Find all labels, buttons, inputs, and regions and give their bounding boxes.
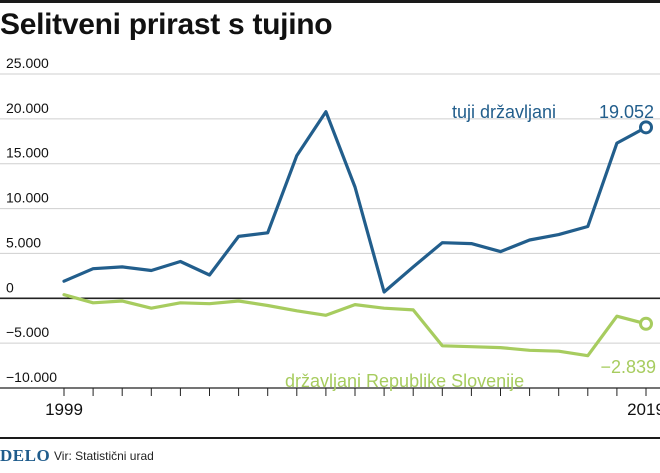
series-end-marker-0 <box>639 120 653 135</box>
y-tick-label: 25.000 <box>6 55 49 71</box>
end-value-foreign: 19.052 <box>599 102 654 122</box>
source-note: Vir: Statistični urad <box>54 449 154 463</box>
y-tick-label: −10.000 <box>6 369 57 385</box>
series-name-citizens: državljani Republike Slovenije <box>285 371 524 391</box>
series-line-0 <box>62 110 648 294</box>
series-line-1 <box>62 293 648 358</box>
y-tick-label: 10.000 <box>6 190 49 206</box>
chart-title: Selitveni prirast s tujino <box>0 8 333 41</box>
y-tick-label: 0 <box>6 279 14 295</box>
y-tick-label: 15.000 <box>6 145 49 161</box>
y-tick-label: 20.000 <box>6 100 49 116</box>
brand-logo: DELO <box>0 446 51 465</box>
x-tick-label: 2019 <box>627 400 660 419</box>
top-rule <box>0 0 660 3</box>
y-tick-label: −5.000 <box>6 324 49 340</box>
chart-labels: tuji državljani državljani Republike Slov… <box>285 102 656 391</box>
x-axis: 1999 2019 <box>0 387 660 419</box>
x-tick-label: 1999 <box>45 400 83 419</box>
y-tick-label: 5.000 <box>6 234 41 250</box>
series-name-foreign: tuji državljani <box>452 102 556 122</box>
y-tick-labels: 25.000 20.000 15.000 10.000 5.000 0 −5.000 −10.… <box>6 55 57 385</box>
series-end-marker-1 <box>639 316 653 331</box>
end-value-citizens: −2.839 <box>600 357 656 377</box>
line-chart: 25.000 20.000 15.000 10.000 5.000 0 −5.000 −10.… <box>0 55 660 419</box>
footer-rule <box>0 437 660 439</box>
series-lines <box>62 110 653 358</box>
